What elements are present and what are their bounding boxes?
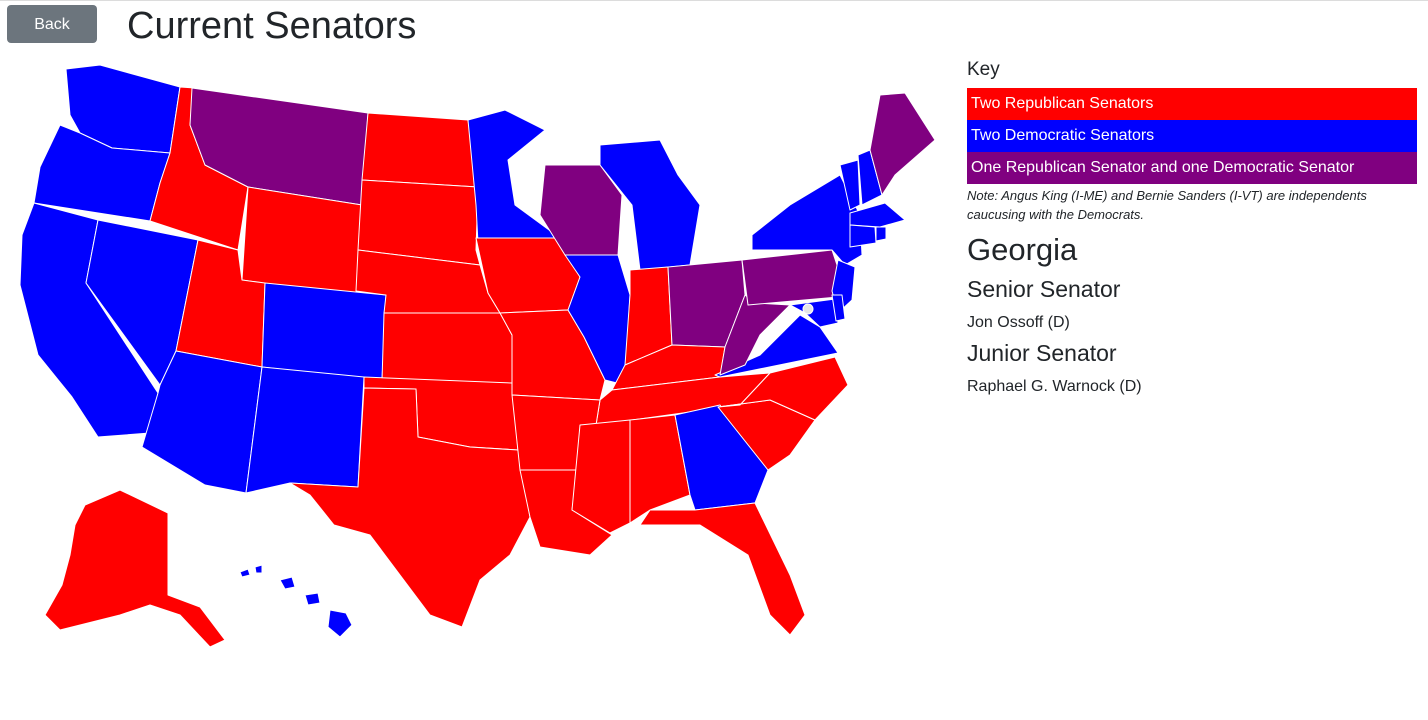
state-minnesota[interactable] (467, 109, 561, 244)
us-senate-map (0, 55, 950, 655)
state-florida[interactable] (639, 502, 806, 636)
state-new-york[interactable] (751, 174, 863, 266)
state-north-dakota[interactable] (361, 112, 479, 188)
state-massachusetts[interactable] (849, 202, 906, 228)
sidebar: Key Two Republican Senators Two Democrat… (967, 56, 1417, 400)
state-texas[interactable] (289, 387, 531, 628)
state-alabama[interactable] (629, 414, 691, 524)
state-mississippi[interactable] (571, 419, 631, 534)
page-title: Current Senators (127, 5, 417, 47)
state-vermont[interactable] (839, 159, 861, 211)
independents-note: Note: Angus King (I-ME) and Bernie Sande… (967, 188, 1367, 222)
state-south-dakota[interactable] (357, 179, 481, 266)
key-republican: Two Republican Senators (967, 88, 1417, 120)
key-split: One Republican Senator and one Democrati… (967, 152, 1417, 184)
state-north-carolina[interactable] (717, 356, 849, 421)
selected-state-name: Georgia (967, 232, 1078, 267)
state-pennsylvania[interactable] (741, 249, 843, 306)
senior-senator-heading: Senior Senator (967, 276, 1121, 302)
state-new-mexico[interactable] (245, 366, 365, 494)
state-delaware[interactable] (831, 294, 846, 322)
state-wyoming[interactable] (241, 186, 363, 298)
junior-senator-name: Raphael G. Warnock (D) (967, 378, 1142, 395)
junior-senator-heading: Junior Senator (967, 340, 1117, 366)
key-heading: Key (967, 59, 1000, 80)
state-connecticut[interactable] (849, 224, 877, 248)
state-hawaii[interactable] (239, 564, 353, 638)
state-kansas[interactable] (381, 312, 513, 384)
state-alaska[interactable] (44, 489, 226, 648)
dc-marker[interactable] (802, 303, 814, 315)
state-maine[interactable] (869, 92, 936, 196)
top-border (0, 0, 1428, 1)
state-maryland[interactable] (789, 298, 839, 328)
state-colorado[interactable] (261, 282, 387, 382)
state-illinois[interactable] (564, 254, 631, 386)
back-button[interactable]: Back (7, 5, 97, 43)
state-rhode-island[interactable] (875, 226, 887, 242)
senior-senator-name: Jon Ossoff (D) (967, 314, 1070, 331)
key-democratic: Two Democratic Senators (967, 120, 1417, 152)
